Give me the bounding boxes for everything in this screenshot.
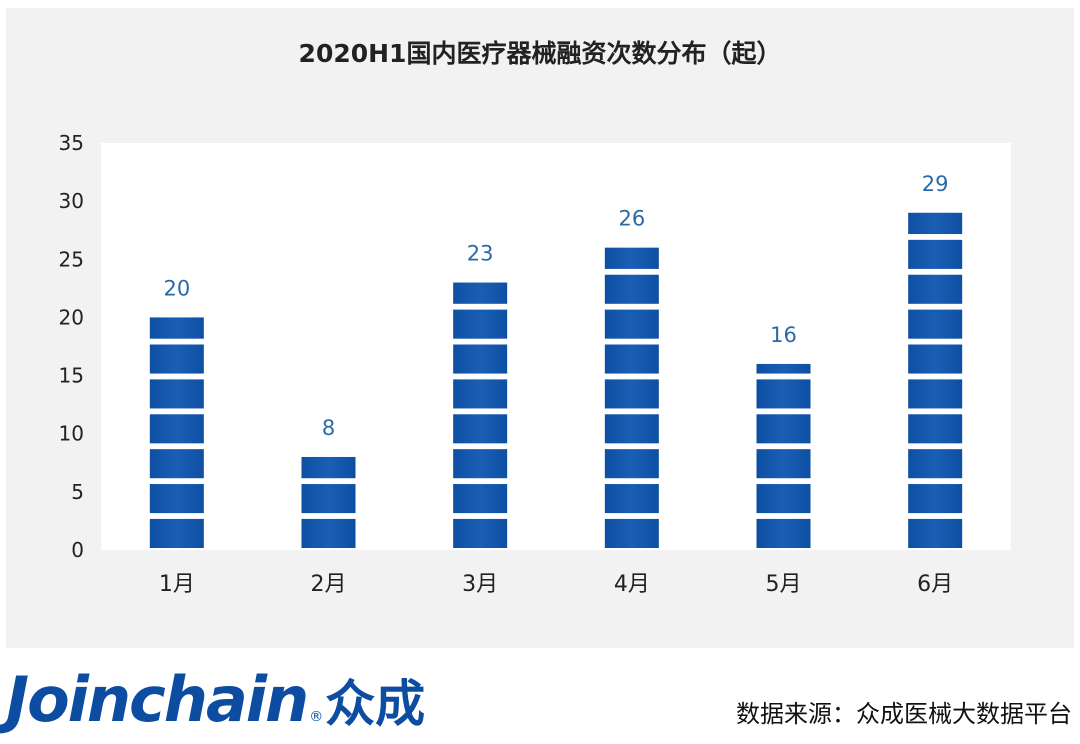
plot-area — [101, 143, 1011, 550]
bars — [149, 212, 963, 548]
data-label: 20 — [163, 276, 190, 300]
y-tick-label: 0 — [71, 538, 84, 562]
bar-segment — [453, 309, 508, 339]
bar-segment — [604, 274, 659, 304]
data-label: 29 — [922, 172, 949, 196]
bar-segment — [149, 414, 204, 444]
bar-segment — [908, 518, 963, 548]
y-tick-label: 5 — [71, 480, 84, 504]
chart-panel: 2020H1国内医疗器械融资次数分布（起） 0 5 10 15 20 25 30 35 20 8… — [6, 8, 1074, 648]
data-label: 16 — [770, 323, 797, 347]
bar-segment — [149, 379, 204, 409]
logo-registered-mark: ® — [309, 709, 324, 725]
bar-segment — [453, 379, 508, 409]
bar-segment — [453, 449, 508, 479]
joinchain-logo: Joinchain ® 众成 — [6, 660, 425, 740]
bar-segment — [756, 379, 811, 409]
bar-segment — [756, 518, 811, 548]
y-tick-label: 35 — [59, 131, 84, 155]
y-axis: 0 5 10 15 20 25 30 35 — [59, 131, 84, 562]
bar-segment — [908, 309, 963, 339]
y-tick-label: 15 — [59, 364, 84, 388]
bar-segment — [604, 379, 659, 409]
bar-segment — [301, 484, 356, 514]
bar-segment — [149, 484, 204, 514]
bar-segment — [604, 484, 659, 514]
bar — [149, 317, 204, 548]
x-axis: 1月 2月 3月 4月 5月 6月 — [159, 572, 953, 597]
bar-segment — [453, 484, 508, 514]
chart-title: 2020H1国内医疗器械融资次数分布（起） — [298, 39, 782, 68]
bar-segment — [908, 344, 963, 374]
bar-segment — [756, 363, 811, 374]
bar-segment — [908, 414, 963, 444]
x-tick-label: 6月 — [917, 572, 953, 597]
bar-segment — [604, 449, 659, 479]
value-labels: 20 8 23 26 16 29 — [163, 172, 948, 440]
bar-segment — [453, 344, 508, 374]
bar-segment — [908, 274, 963, 304]
y-tick-label: 10 — [59, 422, 84, 446]
bar — [301, 456, 356, 548]
bar — [604, 247, 659, 548]
bar-segment — [453, 414, 508, 444]
bar-segment — [604, 344, 659, 374]
x-tick-label: 1月 — [159, 572, 195, 597]
bar-segment — [604, 247, 659, 269]
bar-segment — [604, 414, 659, 444]
x-tick-label: 5月 — [766, 572, 802, 597]
bar-segment — [908, 212, 963, 235]
x-tick-label: 4月 — [614, 572, 650, 597]
logo-chinese-name: 众成 — [325, 675, 426, 733]
bar-segment — [149, 518, 204, 548]
data-source-note: 数据来源：众成医械大数据平台 — [736, 700, 1072, 728]
bar-segment — [604, 309, 659, 339]
bar-segment — [756, 414, 811, 444]
bar-segment — [149, 344, 204, 374]
bar-segment — [453, 518, 508, 548]
y-tick-label: 20 — [59, 305, 84, 329]
bar-segment — [604, 518, 659, 548]
bar — [453, 282, 508, 548]
bar-segment — [908, 379, 963, 409]
bar-segment — [149, 317, 204, 339]
bar-segment — [301, 456, 356, 479]
bar-segment — [756, 449, 811, 479]
data-label: 23 — [467, 242, 494, 266]
x-tick-label: 3月 — [462, 572, 498, 597]
data-label: 26 — [618, 207, 645, 231]
bar-segment — [301, 518, 356, 548]
bar-segment — [908, 239, 963, 269]
bar-segment — [756, 484, 811, 514]
bar — [756, 363, 811, 548]
y-tick-label: 25 — [59, 247, 84, 271]
logo-wordmark: Joinchain — [6, 663, 309, 736]
bar-chart: 0 5 10 15 20 25 30 35 20 8 23 26 16 29 1月 2月 3月 4月 5月 6月 — [59, 131, 1011, 597]
bar — [908, 212, 963, 548]
bar-segment — [908, 484, 963, 514]
x-tick-label: 2月 — [311, 572, 347, 597]
bar-segment — [908, 449, 963, 479]
bar-segment — [149, 449, 204, 479]
data-label: 8 — [322, 416, 335, 440]
y-tick-label: 30 — [59, 189, 84, 213]
bar-segment — [453, 282, 508, 304]
